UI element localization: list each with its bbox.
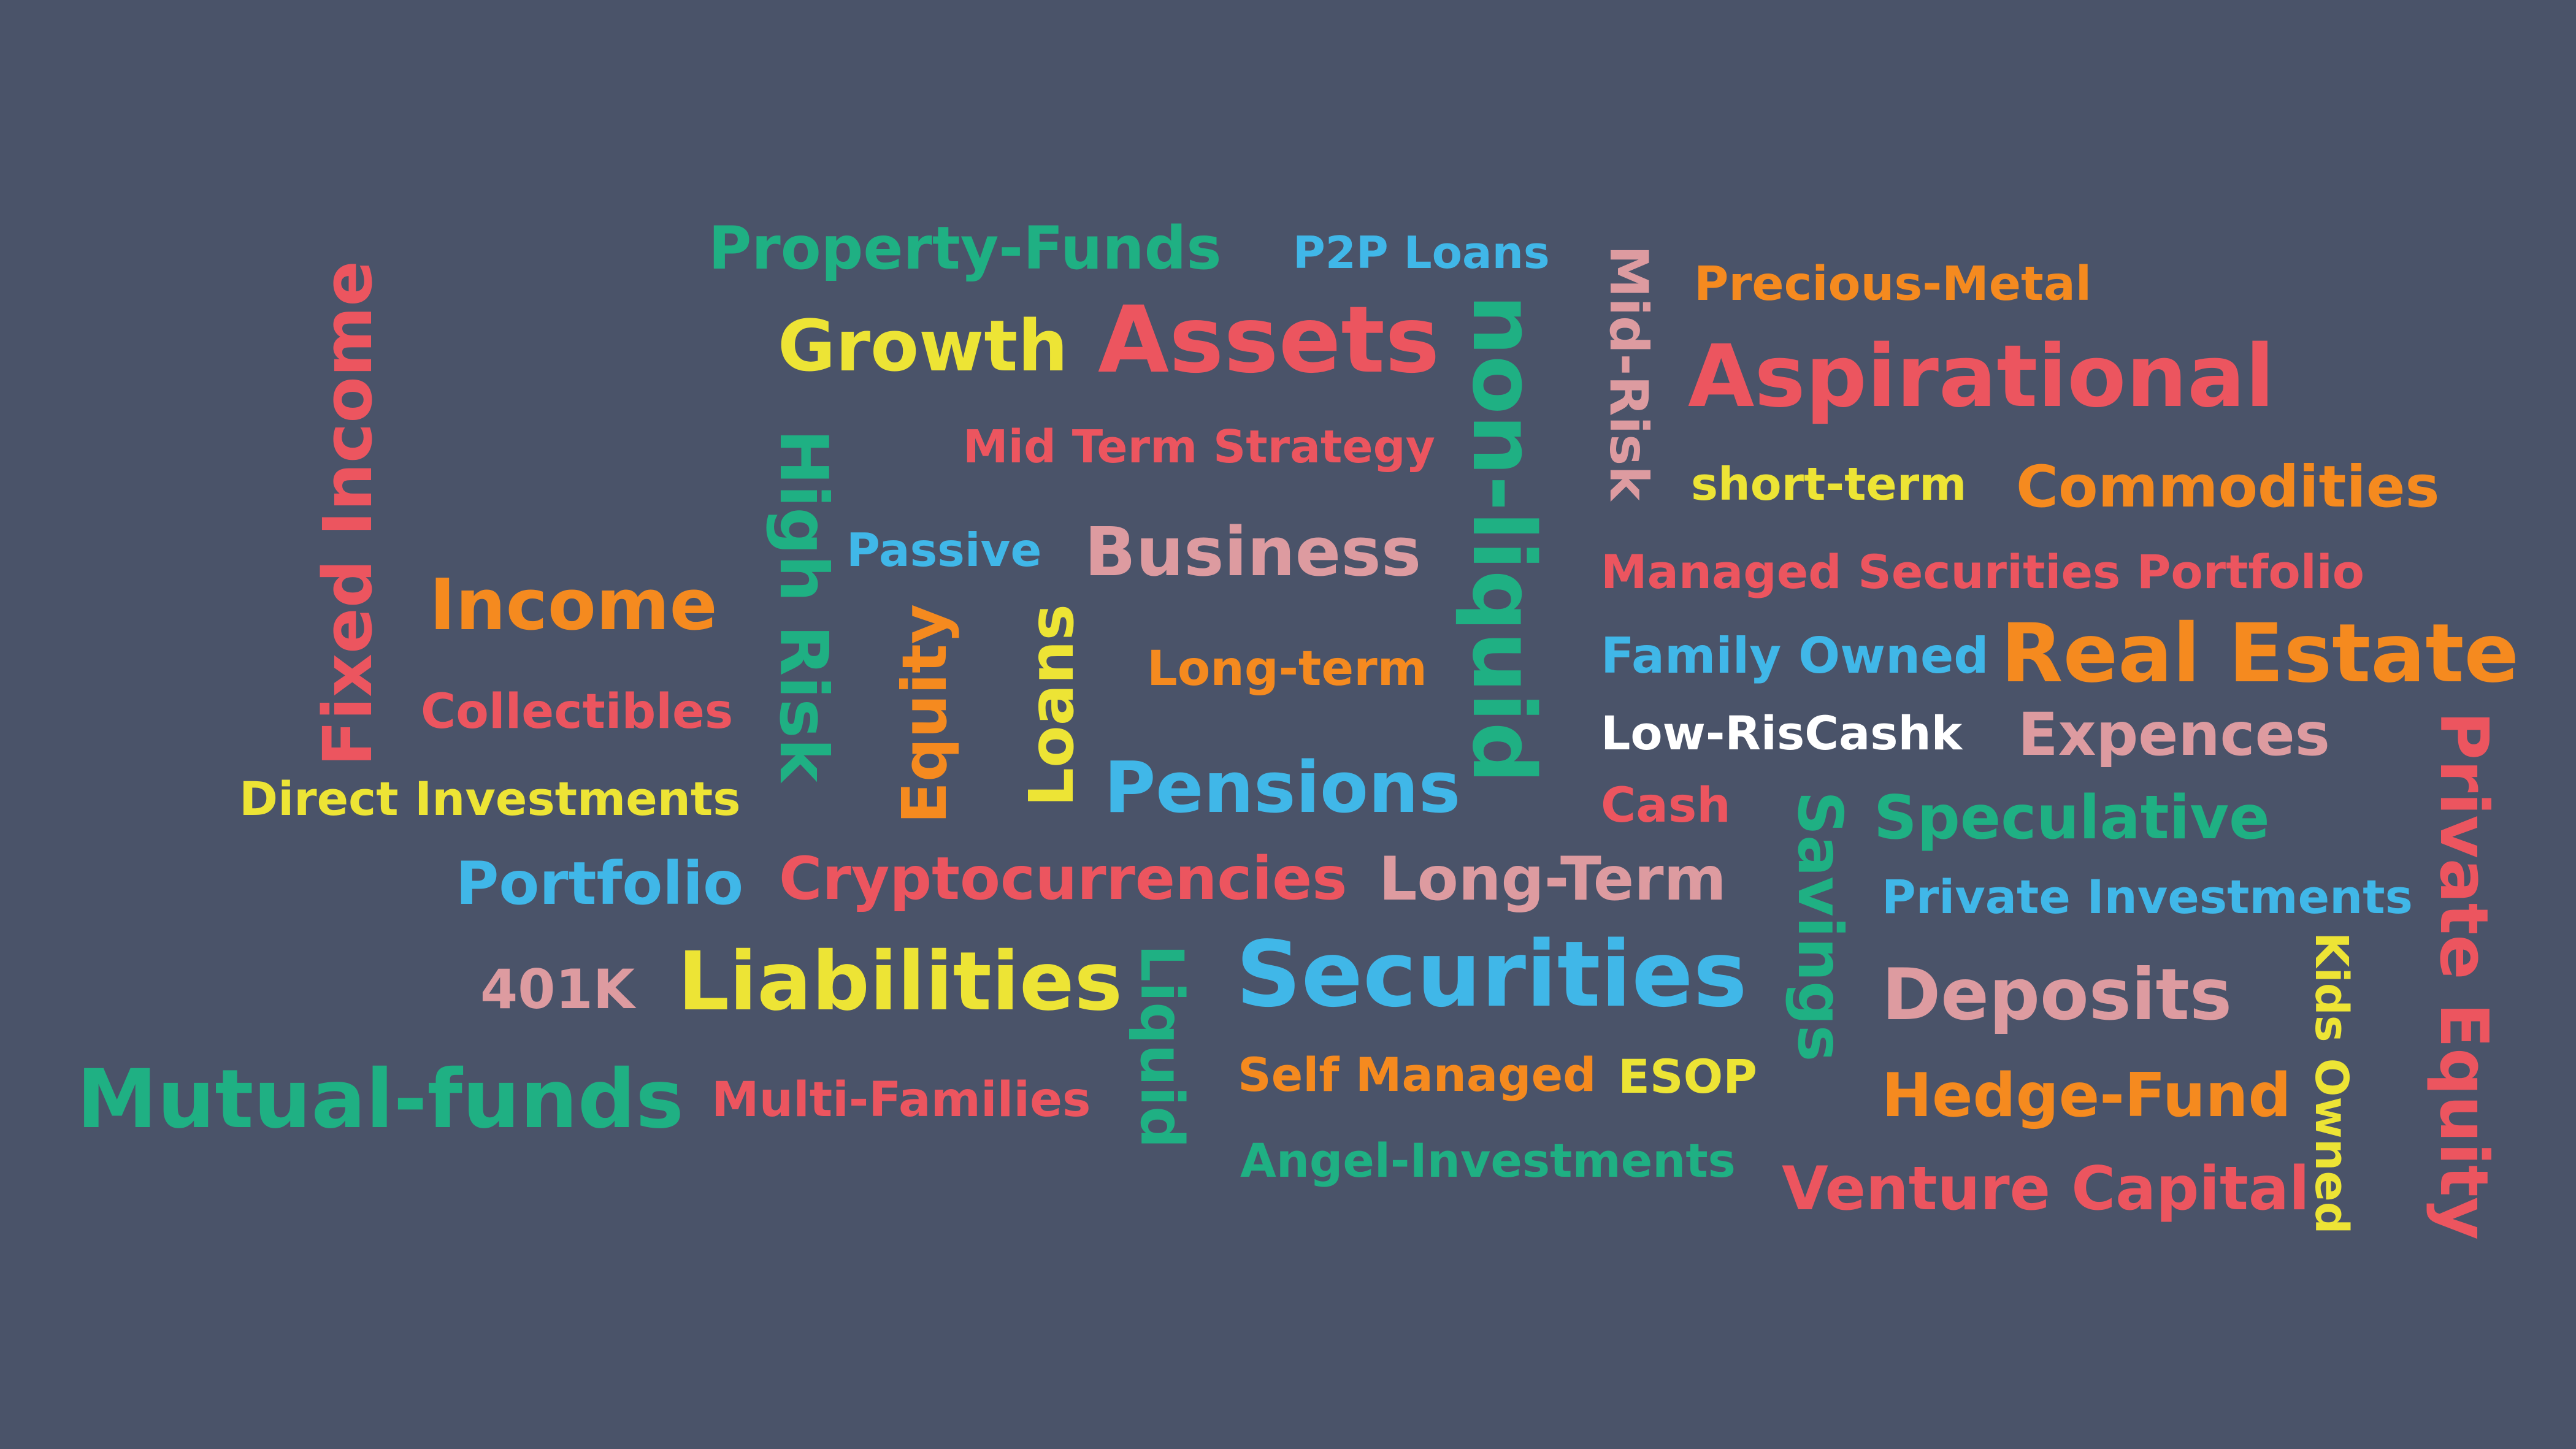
word-collectibles: Collectibles bbox=[421, 684, 734, 740]
word-deposits: Deposits bbox=[1882, 954, 2232, 1036]
word-hedge-fund: Hedge-Fund bbox=[1882, 1061, 2291, 1131]
word-passive: Passive bbox=[846, 523, 1042, 577]
word-multi-families: Multi-Families bbox=[711, 1072, 1091, 1128]
word-esop: ESOP bbox=[1618, 1049, 1757, 1104]
word-aspirational: Aspirational bbox=[1688, 327, 2275, 427]
word-precious-metal: Precious-Metal bbox=[1694, 257, 2092, 312]
word-non-liquid: non-liquid bbox=[1453, 294, 1553, 784]
word-venture-capital: Venture Capital bbox=[1782, 1154, 2310, 1224]
word-pensions: Pensions bbox=[1104, 747, 1461, 829]
word-long-term-upper: Long-Term bbox=[1379, 844, 1727, 914]
word-family-owned: Family Owned bbox=[1601, 627, 1989, 684]
word-speculative: Speculative bbox=[1874, 783, 2270, 853]
word-mid-risk: Mid-Risk bbox=[1598, 245, 1659, 501]
word-direct-investments: Direct Investments bbox=[239, 771, 741, 826]
word-real-estate: Real Estate bbox=[2001, 606, 2519, 701]
word-income: Income bbox=[429, 564, 718, 646]
word-short-term: short-term bbox=[1691, 458, 1967, 511]
word-mid-term-strategy: Mid Term Strategy bbox=[963, 421, 1435, 473]
word-cash: Cash bbox=[1601, 778, 1731, 833]
word-business: Business bbox=[1084, 513, 1422, 591]
word-fixed-income: Fixed Income bbox=[309, 261, 387, 767]
word-expences: Expences bbox=[2018, 700, 2330, 769]
word-assets: Assets bbox=[1098, 287, 1440, 394]
word-liquid: Liquid bbox=[1127, 944, 1196, 1149]
word-private-equity: Private Equity bbox=[2425, 711, 2502, 1241]
word-loans: Loans bbox=[1016, 604, 1087, 807]
word-p2p-loans: P2P Loans bbox=[1293, 227, 1550, 278]
word-equity: Equity bbox=[889, 604, 960, 824]
word-private-investments: Private Investments bbox=[1882, 870, 2413, 924]
word-savings: Savings bbox=[1784, 791, 1856, 1062]
word-portfolio: Portfolio bbox=[456, 849, 744, 918]
word-long-term-lower: Long-term bbox=[1147, 641, 1427, 697]
word-401k: 401K bbox=[480, 958, 635, 1021]
word-managed-securities-portfolio: Managed Securities Portfolio bbox=[1601, 545, 2365, 599]
word-self-managed: Self Managed bbox=[1238, 1047, 1597, 1102]
word-low-riscashk: Low-RisCashk bbox=[1601, 706, 1963, 760]
word-property-funds: Property-Funds bbox=[708, 214, 1222, 283]
word-mutual-funds: Mutual-funds bbox=[77, 1052, 684, 1147]
word-liabilities: Liabilities bbox=[678, 935, 1123, 1029]
word-high-risk: High Risk bbox=[765, 429, 841, 782]
word-angel-investments: Angel-Investments bbox=[1240, 1133, 1736, 1188]
word-cryptocurrencies: Cryptocurrencies bbox=[779, 844, 1347, 913]
word-growth: Growth bbox=[778, 305, 1068, 388]
word-securities: Securities bbox=[1236, 922, 1747, 1027]
word-commodities: Commodities bbox=[2016, 454, 2440, 521]
word-kids-owned: Kids Owned bbox=[2305, 932, 2358, 1234]
